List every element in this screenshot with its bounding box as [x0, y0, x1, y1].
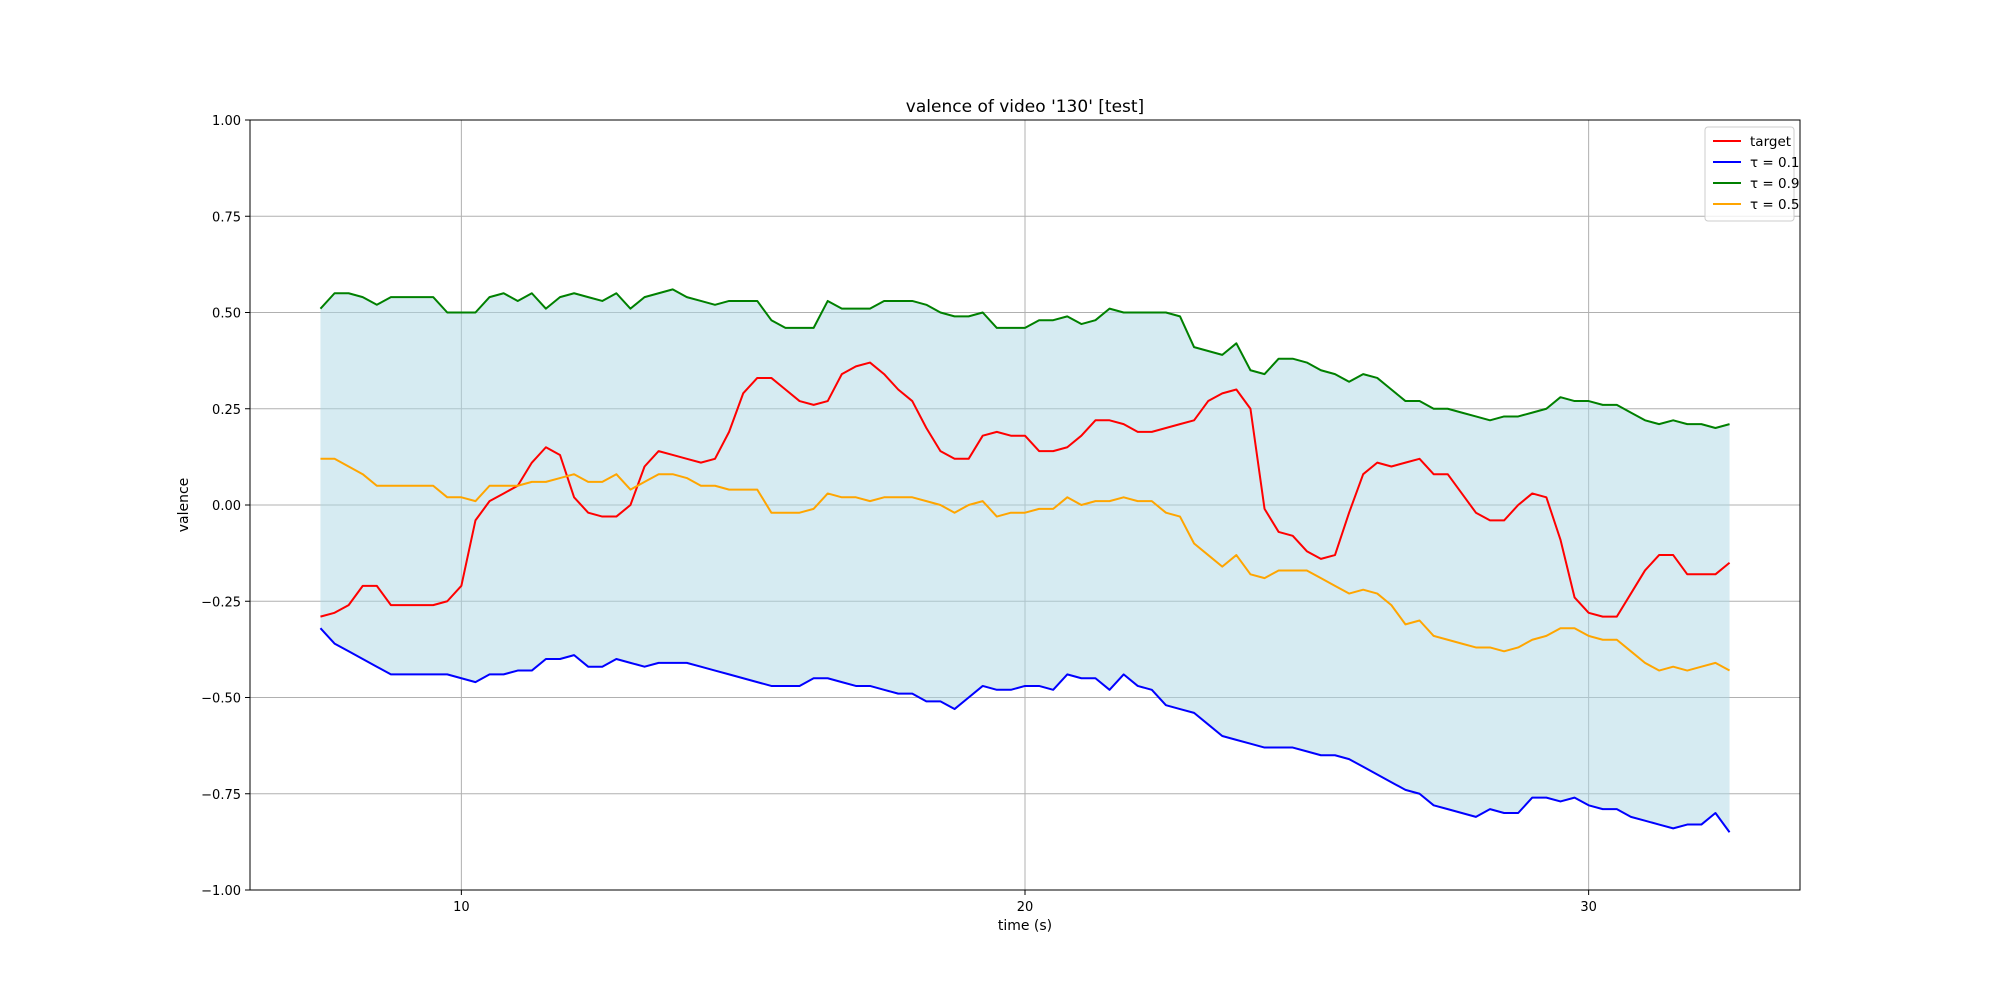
legend-label: τ = 0.5 — [1750, 197, 1800, 213]
legend-label: τ = 0.1 — [1750, 155, 1800, 171]
y-tick-label: 0.75 — [212, 210, 241, 225]
x-axis-label: time (s) — [998, 918, 1052, 934]
chart-title: valence of video '130' [test] — [906, 97, 1144, 117]
y-tick-label: 0.00 — [212, 499, 241, 514]
y-axis-label: valence — [176, 478, 192, 533]
series-line-0-1 — [319, 627, 1731, 833]
y-tick-label: −1.00 — [201, 884, 241, 899]
series-line-0-5 — [320, 457, 1731, 672]
x-tick-label: 20 — [1017, 900, 1034, 915]
legend: target τ = 0.1 τ = 0.9 τ = 0.5 — [1704, 126, 1800, 222]
axis-ticks: 10 20 30 −1.00 −0.75 −0.50 −0.25 0.00 0.25 0.50 0.… — [201, 114, 1597, 915]
x-tick-label: 10 — [453, 900, 470, 915]
y-tick-label: 1.00 — [212, 114, 241, 129]
y-tick-label: −0.75 — [201, 788, 241, 803]
y-tick-label: −0.50 — [201, 692, 241, 707]
series-lines — [319, 288, 1731, 833]
series-line-target — [320, 361, 1731, 618]
y-tick-label: 0.50 — [212, 307, 241, 322]
legend-box — [1704, 126, 1795, 222]
legend-label: target — [1750, 134, 1791, 150]
y-tick-label: −0.25 — [201, 595, 241, 610]
quantile-band — [320, 289, 1730, 833]
quantile-fill-area — [320, 289, 1730, 833]
x-tick-label: 30 — [1580, 900, 1597, 915]
legend-label: τ = 0.9 — [1750, 176, 1800, 192]
series-line-0-9 — [319, 288, 1730, 429]
y-tick-label: 0.25 — [212, 403, 241, 418]
